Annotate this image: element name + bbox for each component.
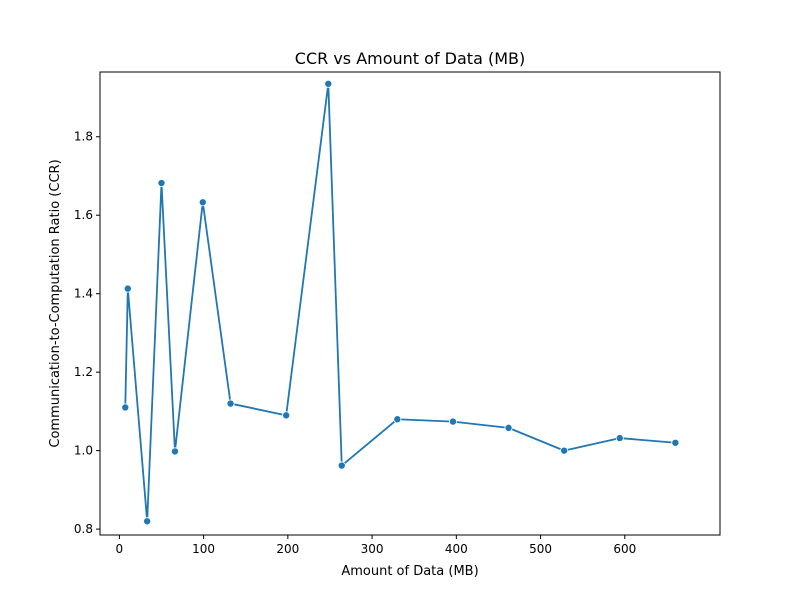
data-point <box>157 179 166 188</box>
y-tick-label: 1.8 <box>74 130 93 144</box>
y-tick-label: 0.8 <box>74 522 93 536</box>
y-tick-label: 1.4 <box>74 287 93 301</box>
data-point <box>448 417 457 426</box>
data-point <box>170 447 179 456</box>
x-axis: 0 100 200 300 400 500 600 <box>116 535 636 556</box>
data-point <box>324 79 333 88</box>
data-point <box>198 198 207 207</box>
data-point <box>143 517 152 526</box>
x-axis-label: Amount of Data (MB) <box>341 564 478 579</box>
x-tick-label: 300 <box>361 542 384 556</box>
data-point <box>226 399 235 408</box>
chart-title: CCR vs Amount of Data (MB) <box>295 49 525 68</box>
y-tick-label: 1.0 <box>74 444 93 458</box>
data-point <box>504 423 513 432</box>
y-axis: 0.8 1.0 1.2 1.4 1.6 1.8 <box>74 130 100 536</box>
data-point <box>560 446 569 455</box>
y-axis-label: Communication-to-Computation Ratio (CCR) <box>48 159 63 447</box>
plot-frame <box>99 71 721 536</box>
plot-area <box>100 72 720 535</box>
x-tick-label: 100 <box>192 542 215 556</box>
x-tick-label: 400 <box>445 542 468 556</box>
data-point <box>393 415 402 424</box>
data-point <box>615 434 624 443</box>
series-line <box>124 82 676 523</box>
data-point <box>121 403 130 412</box>
y-tick-label: 1.2 <box>74 365 93 379</box>
x-tick-label: 200 <box>276 542 299 556</box>
x-tick-label: 600 <box>613 542 636 556</box>
data-point <box>123 284 132 293</box>
data-point <box>671 438 680 447</box>
series-layer <box>121 79 680 526</box>
data-point <box>337 461 346 470</box>
data-point <box>282 411 291 420</box>
y-tick-label: 1.6 <box>74 208 93 222</box>
x-tick-label: 500 <box>529 542 552 556</box>
x-tick-label: 0 <box>116 542 124 556</box>
